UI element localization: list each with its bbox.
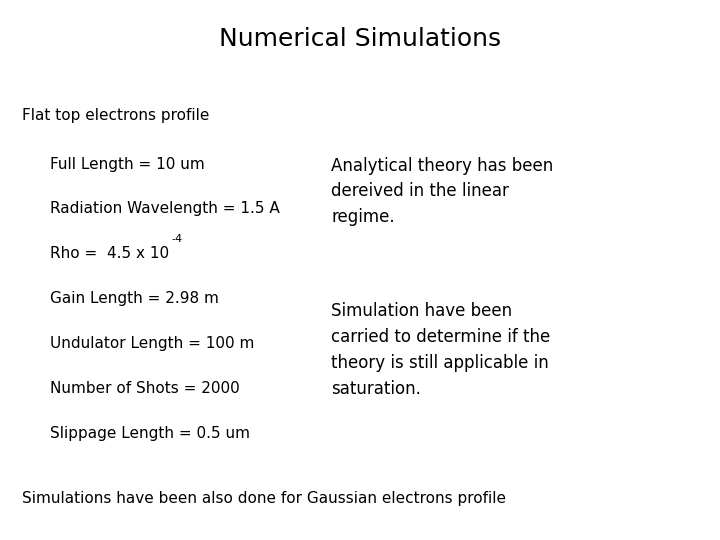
Text: Slippage Length = 0.5 um: Slippage Length = 0.5 um xyxy=(50,426,251,441)
Text: Number of Shots = 2000: Number of Shots = 2000 xyxy=(50,381,240,396)
Text: Full Length = 10 um: Full Length = 10 um xyxy=(50,157,205,172)
Text: Gain Length = 2.98 m: Gain Length = 2.98 m xyxy=(50,291,220,306)
Text: Simulation have been
carried to determine if the
theory is still applicable in
s: Simulation have been carried to determin… xyxy=(331,302,551,397)
Text: -4: -4 xyxy=(171,234,182,245)
Text: Flat top electrons profile: Flat top electrons profile xyxy=(22,108,209,123)
Text: Undulator Length = 100 m: Undulator Length = 100 m xyxy=(50,336,255,351)
Text: Analytical theory has been
dereived in the linear
regime.: Analytical theory has been dereived in t… xyxy=(331,157,554,226)
Text: Simulations have been also done for Gaussian electrons profile: Simulations have been also done for Gaus… xyxy=(22,491,505,507)
Text: Numerical Simulations: Numerical Simulations xyxy=(219,27,501,51)
Text: Rho =  4.5 x 10: Rho = 4.5 x 10 xyxy=(50,246,169,261)
Text: Radiation Wavelength = 1.5 A: Radiation Wavelength = 1.5 A xyxy=(50,201,280,217)
